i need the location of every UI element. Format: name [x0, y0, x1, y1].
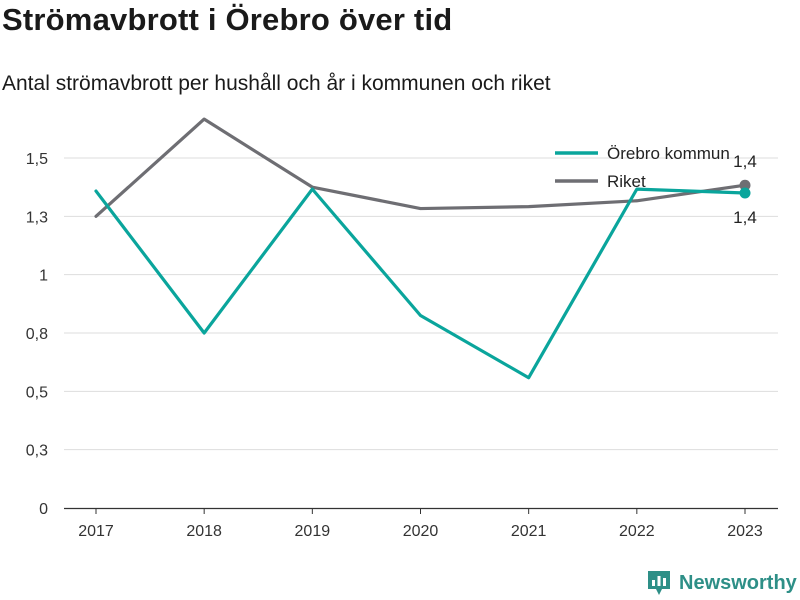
- x-tick-label: 2020: [403, 523, 439, 540]
- x-axis-ticks: 2017 2018 2019 2020 2021 2022 2023: [78, 508, 763, 540]
- y-tick-label: 0,5: [26, 384, 48, 401]
- x-tick-label: 2018: [186, 523, 222, 540]
- y-axis-tick-labels: 0 0,3 0,5 0,8 1 1,3 1,5: [26, 151, 48, 518]
- y-tick-label: 1: [39, 268, 48, 285]
- chart-title: Strömavbrott i Örebro över tid: [2, 2, 453, 37]
- x-tick-label: 2022: [619, 523, 655, 540]
- y-tick-label: 0,8: [26, 326, 48, 343]
- series-line: [94, 117, 747, 218]
- newsworthy-brand[interactable]: Newsworthy: [646, 569, 797, 597]
- legend-label: Örebro kommun: [607, 144, 730, 163]
- y-tick-label: 0,3: [26, 443, 48, 460]
- end-labels: 1,4 1,4: [733, 152, 757, 227]
- x-tick-label: 2019: [295, 523, 331, 540]
- end-value-label: 1,4: [733, 208, 757, 227]
- legend: Örebro kommun Riket: [555, 144, 730, 191]
- y-tick-label: 1,3: [26, 209, 48, 226]
- legend-label: Riket: [607, 172, 646, 191]
- series-end-point: [739, 187, 751, 199]
- x-tick-label: 2023: [727, 523, 763, 540]
- grid-lines: [64, 157, 778, 510]
- series-lines: [94, 117, 751, 380]
- x-tick-label: 2021: [511, 523, 547, 540]
- brand-name: Newsworthy: [679, 571, 797, 594]
- x-tick-label: 2017: [78, 523, 114, 540]
- chart-subtitle: Antal strömavbrott per hushåll och år i …: [2, 72, 551, 95]
- end-value-label: 1,4: [733, 152, 757, 171]
- newsworthy-logo-icon: [648, 571, 670, 595]
- series-line: [94, 187, 747, 380]
- series-end-point: [739, 179, 751, 191]
- y-tick-label: 1,5: [26, 151, 48, 168]
- y-tick-label: 0: [39, 501, 48, 518]
